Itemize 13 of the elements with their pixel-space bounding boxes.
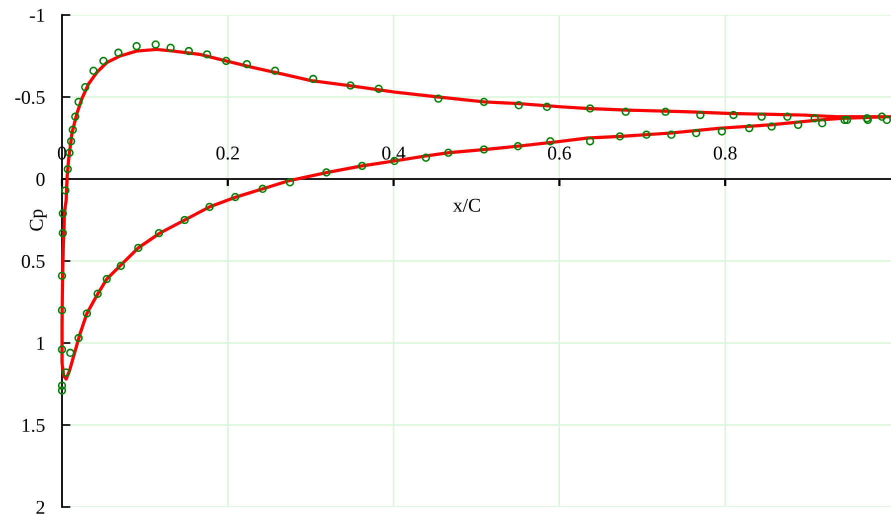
- x-axis-title: x/C: [453, 198, 480, 212]
- x-tick-label: 0.2: [216, 146, 239, 160]
- y-tick-label: 1.5: [22, 418, 45, 432]
- x-tick-label: 0.6: [548, 146, 571, 160]
- y-tick-label: -1: [30, 8, 44, 22]
- y-tick-label: 0: [36, 172, 45, 186]
- x-tick-label: 0.4: [382, 146, 406, 160]
- y-tick-label: 2: [36, 500, 44, 514]
- y-tick-label: 1: [37, 336, 44, 350]
- y-tick-label: 0.5: [22, 254, 45, 268]
- x-tick-label: 0.8: [714, 146, 737, 160]
- y-axis-title: Cp: [30, 210, 47, 231]
- y-tick-label: -0.5: [15, 90, 45, 104]
